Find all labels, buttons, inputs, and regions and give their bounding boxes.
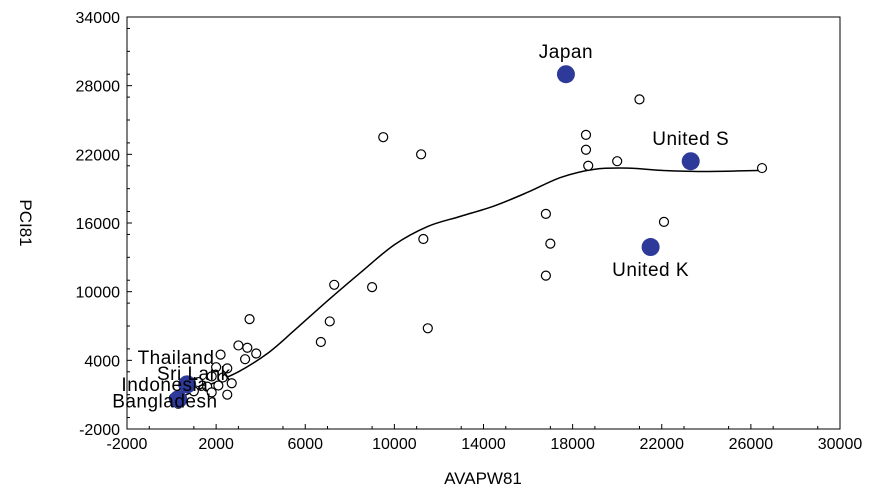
- highlighted-point: [641, 238, 660, 257]
- x-tick-label: 26000: [729, 436, 774, 453]
- data-point: [233, 340, 244, 351]
- x-tick-label: -2000: [107, 436, 148, 453]
- data-point: [242, 342, 253, 353]
- point-label: Bangladesh: [112, 391, 217, 412]
- fit-line: [177, 167, 763, 399]
- y-tick-label: 22000: [76, 147, 121, 164]
- x-axis-title: AVAPW81: [444, 469, 522, 488]
- y-axis-title: PCI81: [16, 199, 35, 246]
- data-point: [580, 129, 592, 140]
- data-point: [416, 149, 427, 160]
- data-point: [329, 279, 340, 290]
- data-point: [239, 354, 251, 365]
- data-point: [422, 323, 433, 334]
- data-point: [206, 387, 217, 398]
- point-label: United K: [612, 260, 689, 281]
- y-tick-label: 16000: [76, 216, 121, 233]
- data-point: [540, 208, 551, 219]
- point-label: Sri Lank: [157, 364, 231, 385]
- x-tick-label: 2000: [198, 436, 234, 453]
- x-tick-label: 14000: [461, 436, 506, 453]
- data-point: [580, 144, 592, 155]
- data-point: [366, 281, 378, 293]
- data-point: [634, 94, 645, 105]
- data-point: [222, 363, 233, 374]
- x-axis: -2000 2000 6000 10000 14000 18000 22000 26000 30…: [107, 424, 863, 453]
- data-point: [545, 238, 556, 249]
- highlighted-points: [169, 65, 700, 409]
- data-point: [226, 378, 237, 389]
- data-point: [251, 348, 262, 359]
- plot-frame: [126, 16, 841, 430]
- point-label: United S: [652, 129, 729, 150]
- y-tick-label: -2000: [79, 422, 120, 439]
- y-tick-label: 10000: [76, 285, 121, 302]
- y-axis: 34000 28000 22000 16000 10000 4000 -2000: [76, 10, 132, 439]
- data-point: [658, 216, 670, 227]
- point-label: Japan: [539, 42, 593, 63]
- data-point: [583, 160, 594, 171]
- x-tick-label: 30000: [818, 436, 863, 453]
- data-point: [213, 380, 224, 391]
- data-point: [206, 371, 217, 382]
- data-point: [215, 349, 226, 360]
- highlighted-point: [178, 375, 197, 394]
- y-tick-label: 4000: [84, 353, 120, 370]
- point-label: Thailand: [138, 348, 215, 369]
- y-tick-label: 34000: [76, 10, 121, 27]
- x-tick-label: 10000: [372, 436, 417, 453]
- data-point: [217, 372, 228, 383]
- data-point: [244, 314, 255, 325]
- data-point: [211, 362, 222, 373]
- data-point: [612, 156, 623, 167]
- data-point: [324, 316, 335, 327]
- point-label: Indonesia: [121, 375, 208, 396]
- x-tick-label: 22000: [640, 436, 685, 453]
- data-point: [315, 336, 326, 348]
- y-tick-label: 28000: [76, 79, 121, 96]
- x-tick-label: 6000: [287, 436, 323, 453]
- data-point: [378, 132, 389, 143]
- highlighted-point: [681, 152, 700, 171]
- highlighted-point: [169, 390, 188, 409]
- data-point: [756, 162, 768, 174]
- x-tick-label: 18000: [550, 436, 595, 453]
- data-point: [540, 270, 551, 281]
- highlighted-point: [556, 65, 575, 84]
- data-point: [418, 233, 429, 245]
- data-point: [222, 389, 233, 400]
